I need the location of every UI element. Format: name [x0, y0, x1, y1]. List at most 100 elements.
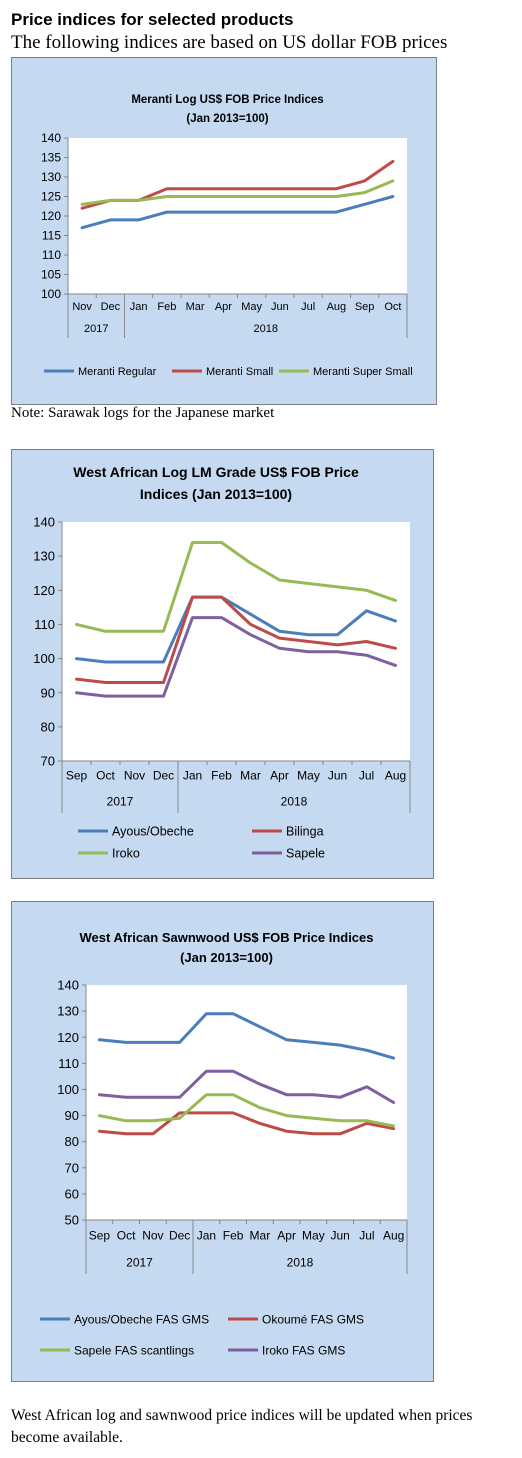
series-line-iroko-fas-gms: [97, 1069, 396, 1104]
y-tick-label: 135: [41, 151, 61, 165]
series-line-meranti-super-small: [80, 179, 395, 206]
y-tick-label: 100: [57, 1082, 79, 1097]
series-line-meranti-regular: [80, 195, 395, 230]
plot-area: [68, 138, 407, 294]
x-tick-label: May: [302, 1228, 325, 1242]
chart-title: West African Log LM Grade US$ FOB Price: [73, 464, 359, 480]
legend-label: Meranti Super Small: [313, 366, 413, 378]
year-group-label: 2017: [84, 323, 108, 335]
y-tick-label: 115: [42, 229, 61, 243]
year-group-label: 2017: [107, 795, 134, 809]
x-tick-label: Jun: [328, 769, 347, 783]
x-tick-label: Jan: [130, 301, 148, 313]
legend-label: Ayous/Obeche FAS GMS: [74, 1312, 209, 1326]
x-tick-label: Nov: [124, 769, 145, 783]
chart-note: Note: Sarawak logs for the Japanese mark…: [11, 405, 275, 421]
legend-label: Ayous/Obeche: [112, 825, 194, 839]
x-tick-label: Feb: [223, 1228, 244, 1242]
x-tick-label: Apr: [215, 301, 232, 313]
chart-title: Meranti Log US$ FOB Price Indices: [131, 94, 323, 106]
y-tick-label: 100: [33, 651, 55, 666]
legend-label: Bilinga: [286, 825, 324, 839]
x-tick-label: Oct: [384, 301, 401, 313]
series-line-okoum-fas-gms: [97, 1111, 396, 1136]
x-tick-label: Jun: [271, 301, 289, 313]
year-group-label: 2018: [254, 323, 278, 335]
y-tick-label: 80: [65, 1134, 79, 1149]
chart-title: Indices (Jan 2013=100): [140, 486, 292, 502]
y-tick-label: 90: [65, 1108, 79, 1123]
x-tick-label: Jan: [197, 1228, 216, 1242]
y-tick-label: 130: [57, 1004, 79, 1019]
year-group-label: 2017: [126, 1255, 153, 1269]
series-line-iroko: [75, 541, 397, 633]
x-tick-label: Oct: [96, 769, 115, 783]
y-tick-label: 130: [33, 549, 55, 564]
y-tick-label: 120: [41, 209, 61, 223]
west-african-sawnwood-chart: West African Sawnwood US$ FOB Price Indi…: [11, 901, 434, 1382]
series-line-bilinga: [75, 595, 397, 684]
meranti-log-chart-svg: Meranti Log US$ FOB Price Indices (Jan 20…: [41, 94, 413, 378]
y-tick-label: 105: [41, 268, 61, 282]
legend-label: Meranti Regular: [78, 366, 157, 378]
x-tick-label: Feb: [211, 769, 232, 783]
y-tick-label: 140: [33, 515, 55, 530]
legend-label: Iroko FAS GMS: [262, 1343, 345, 1357]
year-group-label: 2018: [281, 795, 308, 809]
y-tick-label: 110: [58, 1056, 79, 1071]
west-african-sawnwood-chart-svg: West African Sawnwood US$ FOB Price Indi…: [40, 930, 408, 1357]
page-subheading: The following indices are based on US do…: [11, 32, 448, 53]
x-tick-label: Dec: [153, 769, 174, 783]
series-line-sapele-fas-scantlings: [97, 1093, 396, 1128]
x-tick-label: Aug: [385, 769, 406, 783]
x-tick-label: Sep: [89, 1228, 111, 1242]
chart-title: (Jan 2013=100): [186, 113, 268, 125]
x-tick-label: Mar: [250, 1228, 271, 1242]
y-tick-label: 110: [42, 248, 61, 262]
year-group-label: 2018: [287, 1255, 314, 1269]
legend-label: Sapele: [286, 847, 325, 861]
y-tick-label: 120: [33, 583, 55, 598]
y-tick-label: 60: [65, 1186, 79, 1201]
x-tick-label: Mar: [186, 301, 205, 313]
legend-label: Iroko: [112, 847, 140, 861]
x-tick-label: Mar: [240, 769, 261, 783]
x-tick-label: Nov: [72, 301, 92, 313]
x-tick-label: Dec: [101, 301, 121, 313]
chart-title: (Jan 2013=100): [180, 950, 273, 965]
series-line-sapele: [75, 616, 397, 698]
y-tick-label: 50: [65, 1213, 79, 1228]
y-tick-label: 90: [41, 685, 55, 700]
x-tick-label: Jan: [183, 769, 202, 783]
plot-area: [62, 522, 410, 761]
y-tick-label: 110: [34, 617, 55, 632]
meranti-log-chart: Meranti Log US$ FOB Price Indices (Jan 20…: [11, 57, 437, 405]
series-line-ayous-obeche-fas-gms: [97, 1012, 396, 1060]
x-tick-label: Nov: [142, 1228, 163, 1242]
west-african-log-chart-svg: West African Log LM Grade US$ FOB Price I…: [33, 464, 411, 861]
x-tick-label: Aug: [327, 301, 347, 313]
x-tick-label: Dec: [169, 1228, 190, 1242]
x-tick-label: Sep: [355, 301, 375, 313]
west-african-log-chart: West African Log LM Grade US$ FOB Price I…: [11, 449, 434, 879]
y-tick-label: 70: [65, 1160, 79, 1175]
y-tick-label: 140: [41, 131, 61, 145]
footer-note: West African log and sawnwood price indi…: [11, 1407, 473, 1446]
legend-label: Okoumé FAS GMS: [262, 1312, 364, 1326]
x-tick-label: Jun: [330, 1228, 349, 1242]
x-tick-label: Apr: [277, 1228, 296, 1242]
legend-label: Meranti Small: [206, 366, 273, 378]
series-line-ayous-obeche: [75, 595, 397, 664]
x-tick-label: Oct: [117, 1228, 136, 1242]
legend-label: Sapele FAS scantlings: [74, 1343, 194, 1357]
chart-title: West African Sawnwood US$ FOB Price Indi…: [79, 930, 373, 945]
y-tick-label: 125: [41, 190, 61, 204]
y-tick-label: 80: [41, 719, 55, 734]
x-tick-label: Jul: [301, 301, 315, 313]
y-tick-label: 100: [41, 287, 61, 301]
x-tick-label: Feb: [157, 301, 176, 313]
y-tick-label: 120: [57, 1030, 79, 1045]
x-tick-label: Jul: [359, 1228, 374, 1242]
x-tick-label: May: [241, 301, 262, 313]
x-tick-label: Jul: [359, 769, 374, 783]
